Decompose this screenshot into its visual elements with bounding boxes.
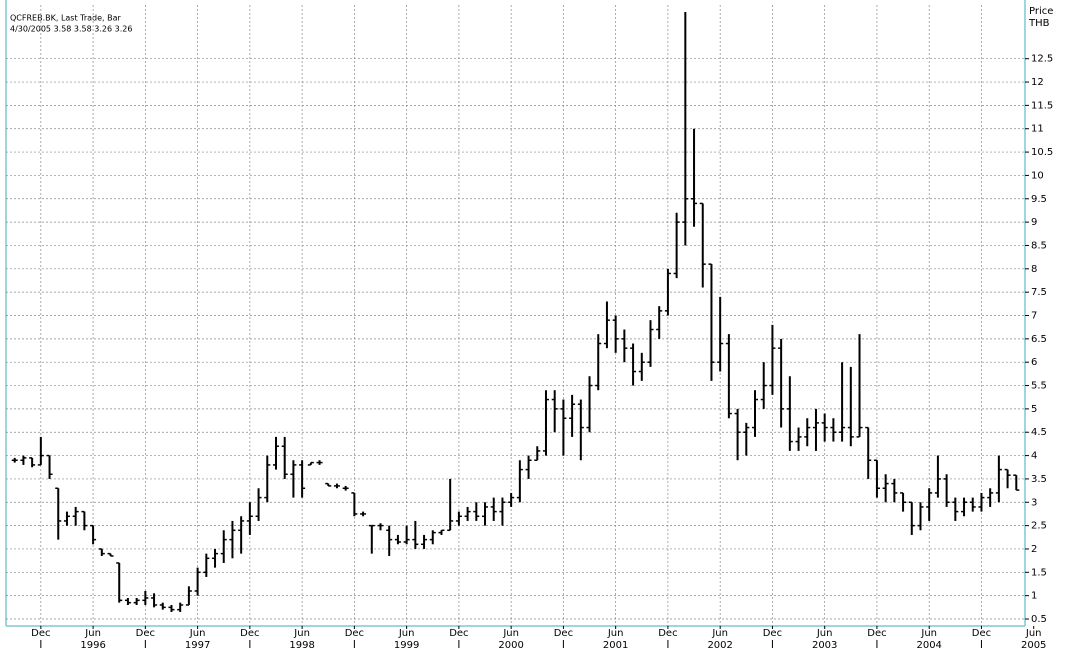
x-tick-label: Jun: [502, 628, 519, 639]
x-tick-label: Jun: [398, 628, 415, 639]
x-tick-label: Dec: [867, 628, 886, 639]
y-tick-label: 1: [1031, 591, 1037, 602]
year-label: 2004: [916, 640, 941, 650]
year-label: 2000: [498, 640, 523, 650]
x-tick-label: Dec: [136, 628, 155, 639]
y-tick-label: 3.5: [1031, 474, 1047, 485]
year-label: 1997: [185, 640, 210, 650]
year-label: 2005: [1021, 640, 1046, 650]
x-tick-label: Jun: [711, 628, 728, 639]
y-tick-label: 7: [1031, 311, 1037, 322]
y-tick-label: 6: [1031, 357, 1037, 368]
x-tick-label: Dec: [972, 628, 991, 639]
x-tick-label: Jun: [84, 628, 101, 639]
y-tick-label: 9.5: [1031, 194, 1047, 205]
y-axis-label: Price: [1029, 6, 1053, 17]
year-label: 1996: [80, 640, 105, 650]
chart-title: QCFREB.BK, Last Trade, Bar: [10, 14, 122, 23]
y-tick-label: 4: [1031, 451, 1037, 462]
x-tick-label: Jun: [189, 628, 206, 639]
y-tick-label: 2.5: [1031, 521, 1047, 532]
y-tick-label: 1.5: [1031, 567, 1047, 578]
y-tick-label: 11: [1031, 124, 1044, 135]
x-tick-label: Dec: [345, 628, 364, 639]
x-tick-label: Dec: [554, 628, 573, 639]
y-tick-label: 12.5: [1031, 54, 1053, 65]
year-label: 1998: [289, 640, 314, 650]
year-label: 2003: [812, 640, 837, 650]
x-tick-label: Jun: [293, 628, 310, 639]
y-tick-label: 10.5: [1031, 147, 1053, 158]
y-tick-label: 8: [1031, 264, 1037, 275]
y-tick-label: 7.5: [1031, 287, 1047, 298]
y-tick-label: 0.5: [1031, 614, 1047, 625]
x-tick-label: Dec: [763, 628, 782, 639]
x-tick-label: Jun: [1025, 628, 1042, 639]
x-tick-label: Jun: [816, 628, 833, 639]
x-tick-label: Jun: [607, 628, 624, 639]
y-tick-label: 5.5: [1031, 381, 1047, 392]
year-label: 1999: [394, 640, 419, 650]
y-tick-label: 3: [1031, 497, 1037, 508]
y-axis-label: THB: [1028, 18, 1050, 29]
x-tick-label: Dec: [658, 628, 677, 639]
year-label: 2001: [603, 640, 628, 650]
x-tick-label: Jun: [920, 628, 937, 639]
x-tick-label: Dec: [449, 628, 468, 639]
chart-subtitle: 4/30/2005 3.58 3.58 3.26 3.26: [10, 25, 132, 34]
x-tick-label: Dec: [240, 628, 259, 639]
y-tick-label: 10: [1031, 170, 1044, 181]
y-tick-label: 12: [1031, 77, 1044, 88]
y-tick-label: 4.5: [1031, 427, 1047, 438]
x-tick-label: Dec: [31, 628, 50, 639]
y-tick-label: 6.5: [1031, 334, 1047, 345]
y-tick-label: 11.5: [1031, 100, 1053, 111]
y-tick-label: 2: [1031, 544, 1037, 555]
y-tick-label: 5: [1031, 404, 1037, 415]
year-label: 2002: [707, 640, 732, 650]
y-tick-label: 9: [1031, 217, 1037, 228]
y-tick-label: 8.5: [1031, 240, 1047, 251]
